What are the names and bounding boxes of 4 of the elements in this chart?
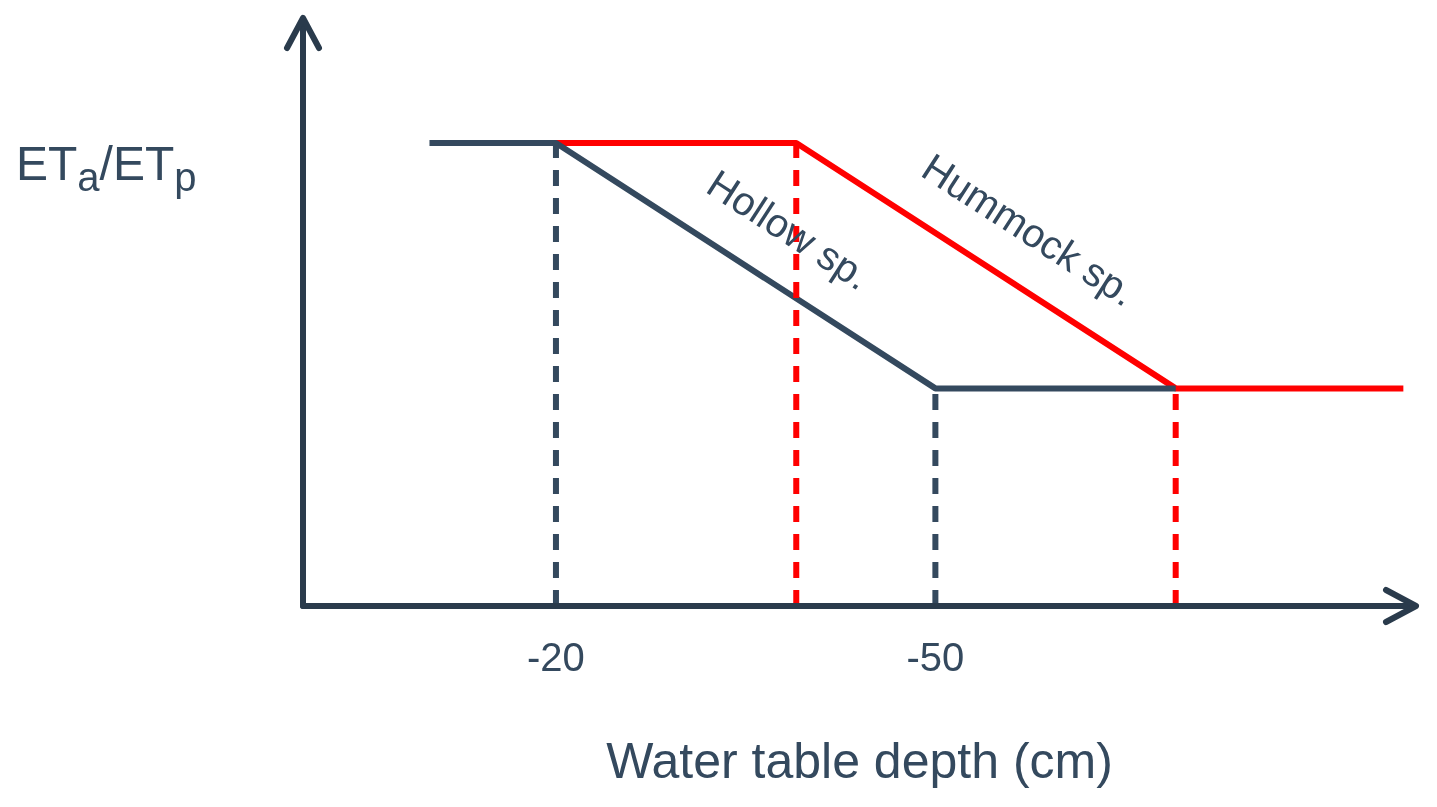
y-axis-title: ET$_{a}$/ET$_{p}$ [16,136,197,200]
x-tick-label: -20 [527,635,585,680]
x-axis-title: Water table depth (cm) [606,732,1113,789]
x-tick-label: -50 [906,635,965,680]
